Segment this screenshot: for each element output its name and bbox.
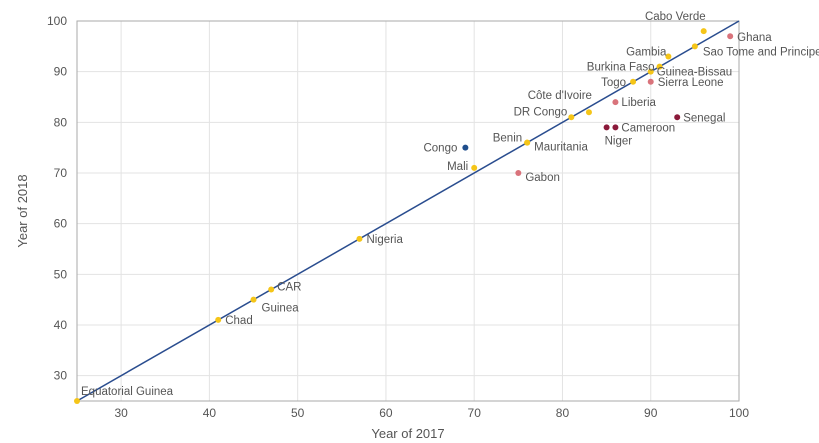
data-point-ghana — [727, 33, 734, 40]
x-tick-label: 60 — [379, 406, 393, 420]
y-tick-label: 70 — [54, 166, 68, 180]
data-point-mauritania — [524, 139, 531, 146]
data-point-nigeria — [356, 235, 363, 242]
point-labels: Cabo Verde Ghana Gambia Sao Tome and Princi… — [81, 11, 819, 398]
data-point-niger — [603, 124, 610, 131]
point-label-benin: Benin — [493, 133, 522, 145]
point-label-sao-tome-and-principe: Sao Tome and Principe — [703, 46, 819, 58]
y-tick-label: 80 — [54, 115, 68, 129]
data-point-cameroon — [612, 124, 619, 131]
point-label-senegal: Senegal — [683, 112, 725, 124]
data-point-chad — [215, 316, 222, 323]
data-point-togo — [630, 78, 637, 85]
data-point-liberia — [612, 99, 619, 106]
x-tick-label: 50 — [291, 406, 305, 420]
point-label-equatorial-guinea: Equatorial Guinea — [81, 386, 174, 398]
y-tick-label: 50 — [54, 267, 68, 281]
point-label-sierra-leone: Sierra Leone — [658, 77, 724, 89]
y-tick-label: 40 — [54, 318, 68, 332]
data-point-guinea — [250, 296, 257, 303]
x-tick-label: 100 — [729, 406, 749, 420]
point-label-gambia: Gambia — [626, 46, 667, 58]
point-label-chad: Chad — [225, 315, 253, 327]
point-label-nigeria: Nigeria — [366, 234, 403, 246]
data-point-mali — [471, 164, 478, 171]
data-point-senegal — [674, 114, 681, 121]
data-point-equatorial-guinea — [74, 398, 80, 404]
data-point-gambia — [665, 53, 672, 60]
point-label-cabo-verde: Cabo Verde — [645, 11, 706, 23]
y-tick-label: 90 — [54, 65, 68, 79]
point-label-dr-congo: DR Congo — [514, 106, 568, 118]
data-point-sierra-leone — [647, 78, 654, 85]
data-point-sao-tome-and-principe — [691, 43, 698, 50]
plot-frame — [76, 20, 740, 402]
point-label-burkina-faso: Burkina Faso — [587, 62, 655, 74]
data-point-gabon — [515, 170, 522, 176]
grid-lines — [77, 20, 740, 401]
x-tick-label: 70 — [468, 406, 482, 420]
point-label-togo: Togo — [601, 77, 626, 89]
data-point-congo — [462, 144, 469, 151]
y-tick-label: 60 — [54, 217, 68, 231]
point-label-mali: Mali — [447, 161, 468, 173]
x-tick-label: 90 — [644, 406, 658, 420]
point-label-niger: Niger — [605, 135, 633, 147]
point-label-ghana: Ghana — [737, 32, 772, 44]
data-points — [74, 28, 734, 404]
y-axis-ticks: 30 40 50 60 70 80 90 100 — [47, 14, 67, 383]
point-label-liberia: Liberia — [621, 97, 656, 109]
y-tick-label: 100 — [47, 14, 67, 28]
reference-line-y-equals-x — [76, 20, 740, 402]
point-label-guinea: Guinea — [262, 303, 300, 315]
x-tick-label: 80 — [556, 406, 570, 420]
point-label-cameroon: Cameroon — [621, 122, 675, 134]
y-tick-label: 30 — [54, 369, 68, 383]
x-axis-ticks: 30 40 50 60 70 80 90 100 — [114, 406, 749, 420]
point-label-congo: Congo — [423, 143, 457, 155]
data-point-burkina-faso — [656, 63, 663, 70]
point-label-mauritania: Mauritania — [534, 142, 588, 154]
data-point-cote-d-ivoire — [585, 109, 592, 116]
data-point-dr-congo — [568, 114, 575, 121]
x-tick-label: 30 — [114, 406, 128, 420]
data-point-guinea-bissau — [647, 68, 654, 75]
point-label-gabon: Gabon — [525, 172, 560, 184]
y-axis-label: Year of 2018 — [15, 174, 30, 247]
x-axis-label: Year of 2017 — [371, 426, 444, 441]
x-tick-label: 40 — [203, 406, 217, 420]
point-label-car: CAR — [277, 282, 301, 294]
point-label-cote-d-ivoire: Côte d'Ivoire — [528, 90, 592, 102]
data-point-cabo-verde — [700, 28, 707, 35]
data-point-car — [268, 286, 275, 293]
point-label-guinea-bissau: Guinea-Bissau — [657, 67, 732, 79]
